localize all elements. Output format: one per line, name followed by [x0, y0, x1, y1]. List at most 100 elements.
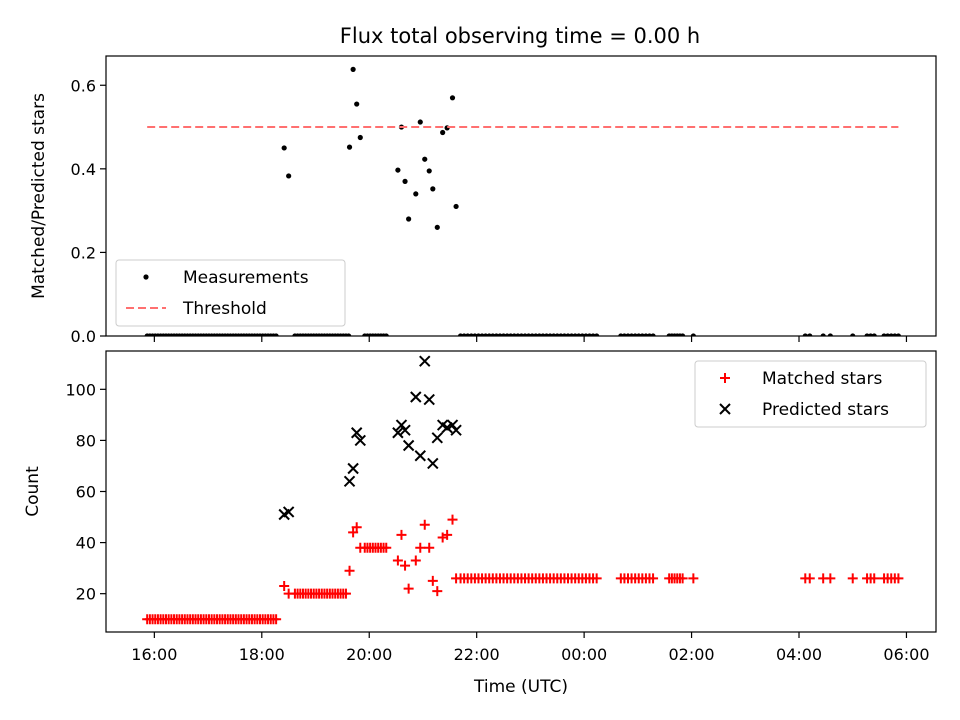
predicted-point — [395, 419, 408, 431]
axes-frame — [105, 55, 937, 337]
chart-title: Flux total observing time = 0.00 h — [340, 24, 700, 48]
matched-point — [415, 542, 426, 553]
legend-label: Measurements — [183, 268, 309, 288]
measurement-point — [650, 333, 656, 336]
matched-point — [447, 514, 458, 525]
predicted-point — [350, 427, 363, 439]
measurement-point — [383, 333, 389, 336]
x-axis-label: Time (UTC) — [473, 677, 568, 697]
predicted-point — [282, 506, 295, 518]
legend-box — [115, 259, 346, 327]
matched-point — [591, 573, 602, 584]
measurement-point — [449, 95, 456, 101]
predicted-point — [410, 391, 422, 403]
predicted-point — [446, 419, 459, 431]
legend-label: Predicted stars — [762, 400, 889, 420]
plot-area — [144, 66, 901, 336]
matched-point — [427, 575, 438, 586]
matched-point — [442, 529, 453, 540]
measurement-point — [417, 119, 423, 125]
bottom-panel: 20 40 60 80 100 16:00 18:00 20:00 22:00 00:00 02:0… — [23, 350, 937, 697]
y-tick-label: 80 — [76, 431, 96, 450]
y-tick-label: 0.6 — [71, 76, 96, 95]
measurement-point — [286, 173, 292, 179]
measurement-point — [350, 66, 356, 72]
predicted-point — [427, 457, 439, 470]
predicted-point — [392, 427, 404, 439]
measurement-point — [820, 333, 826, 336]
measurement-point — [346, 144, 353, 150]
predicted-point — [450, 424, 462, 436]
legend-dot-marker — [143, 274, 149, 280]
predicted-point — [354, 434, 366, 447]
predicted-point — [431, 432, 443, 444]
measurement-point — [434, 224, 440, 230]
series-measurements — [144, 66, 901, 336]
measurement-point — [354, 101, 360, 107]
series-predicted-stars — [278, 355, 462, 521]
measurement-point — [895, 333, 901, 336]
measurement-point — [346, 333, 352, 336]
y-tick-label: 60 — [76, 483, 96, 502]
matched-point — [648, 573, 659, 584]
legend-plus-marker — [720, 373, 730, 383]
matched-point — [348, 527, 359, 538]
measurement-point — [422, 156, 428, 162]
legend-label: Matched stars — [762, 369, 882, 389]
legend-label: Threshold — [182, 299, 267, 319]
x-tick-label: 16:00 — [131, 645, 177, 664]
matched-point — [424, 542, 435, 553]
matched-point — [381, 542, 392, 553]
matched-point — [340, 588, 351, 599]
measurement-point — [402, 178, 408, 184]
predicted-point — [423, 393, 435, 406]
measurement-point — [273, 333, 279, 336]
x-tick-label: 06:00 — [883, 645, 929, 664]
matched-point — [396, 529, 407, 540]
measurement-point — [850, 333, 856, 336]
top-panel: 0.0 0.2 0.4 0.6 Matched/Predicted stars Measu… — [29, 55, 937, 346]
measurement-point — [413, 191, 419, 197]
x-tick-label: 02:00 — [669, 645, 715, 664]
x-tick-label: 22:00 — [454, 645, 500, 664]
matched-point — [419, 519, 430, 530]
predicted-point — [343, 475, 356, 487]
measurement-point — [440, 129, 446, 136]
measurement-point — [680, 333, 686, 336]
predicted-point — [419, 355, 431, 367]
plot-area — [142, 355, 904, 625]
x-tick-label: 18:00 — [239, 645, 285, 664]
predicted-point — [399, 424, 411, 436]
predicted-point — [347, 462, 359, 475]
measurement-point — [827, 333, 833, 336]
measurement-point — [802, 333, 808, 336]
matched-point — [825, 573, 836, 584]
matched-point — [847, 573, 858, 584]
predicted-point — [402, 439, 415, 452]
y-tick-label: 100 — [65, 380, 96, 399]
measurement-point — [594, 333, 600, 336]
measurement-point — [357, 134, 363, 141]
x-tick-label: 20:00 — [346, 645, 392, 664]
y-tick-label: 20 — [76, 585, 96, 604]
y-tick-label: 0.4 — [71, 160, 96, 179]
legend: Matched stars Predicted stars — [694, 360, 927, 428]
matched-point — [400, 560, 411, 571]
matched-point — [271, 614, 282, 625]
matched-point — [344, 565, 355, 576]
measurement-point — [395, 167, 401, 173]
measurement-point — [807, 333, 813, 336]
matched-point — [869, 573, 880, 584]
matched-point — [432, 586, 443, 597]
measurement-point — [453, 203, 459, 210]
y-tick-label: 0.0 — [71, 327, 96, 346]
legend-x-marker — [719, 403, 731, 415]
measurement-point — [406, 216, 412, 222]
x-tick-label: 04:00 — [776, 645, 822, 664]
y-tick-label: 0.2 — [71, 243, 96, 262]
x-tick-label: 00:00 — [561, 645, 607, 664]
predicted-point — [414, 450, 426, 462]
measurement-point — [690, 333, 696, 336]
matched-point — [279, 581, 290, 592]
